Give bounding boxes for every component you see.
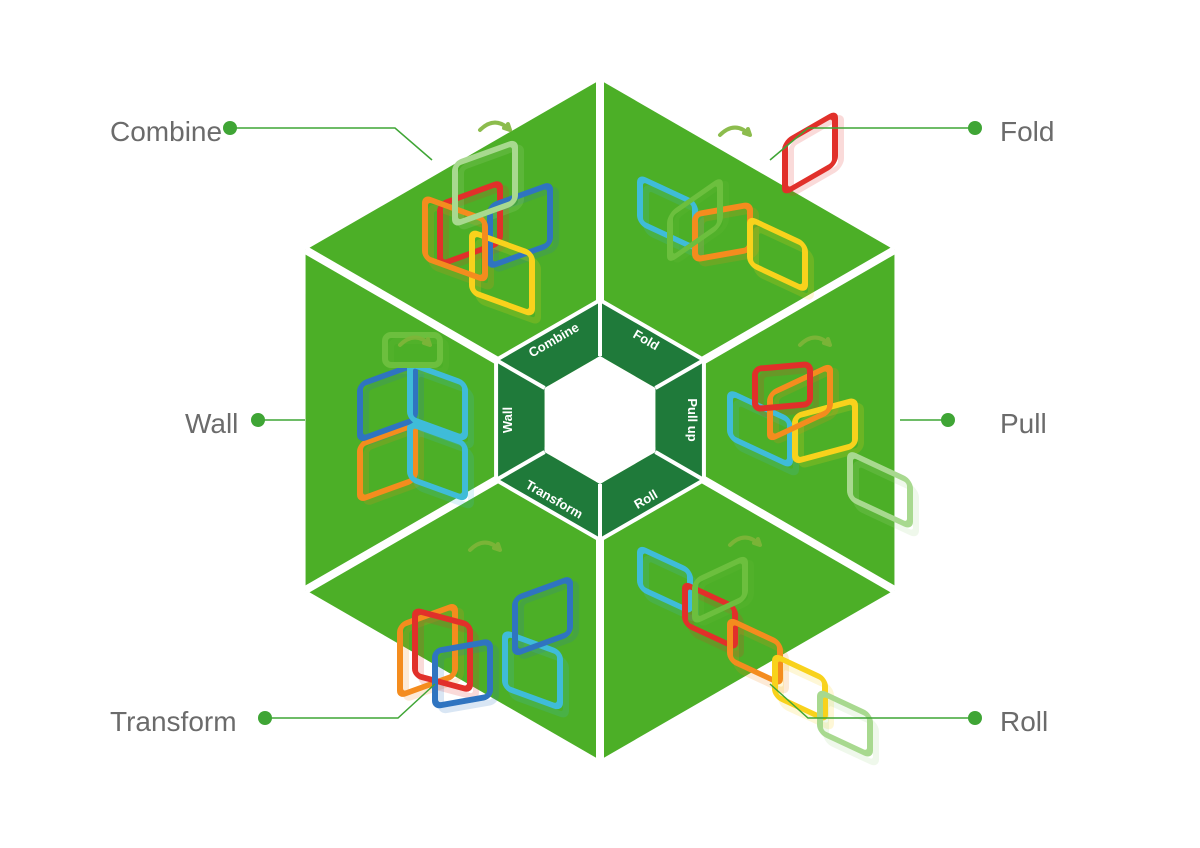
callout-label-transform: Transform [110,706,237,738]
callout-line-combine [230,128,432,160]
callout-label-pull: Pull [1000,408,1047,440]
motion-arrow-icon [480,123,510,131]
diagram-stage: CombineFoldPull upRollTransformWall Comb… [0,0,1200,848]
callout-label-combine: Combine [110,116,222,148]
callout-dot-fold [968,121,982,135]
callout-dot-combine [223,121,237,135]
callout-dot-transform [258,711,272,725]
callout-label-fold: Fold [1000,116,1054,148]
callout-label-roll: Roll [1000,706,1048,738]
inner-label-pull: Pull up [685,398,700,441]
inner-label-wall: Wall [500,407,515,433]
callout-dot-roll [968,711,982,725]
callout-label-wall: Wall [185,408,238,440]
motion-arrow-icon [720,128,750,136]
callout-dot-wall [251,413,265,427]
callout-dot-pull [941,413,955,427]
